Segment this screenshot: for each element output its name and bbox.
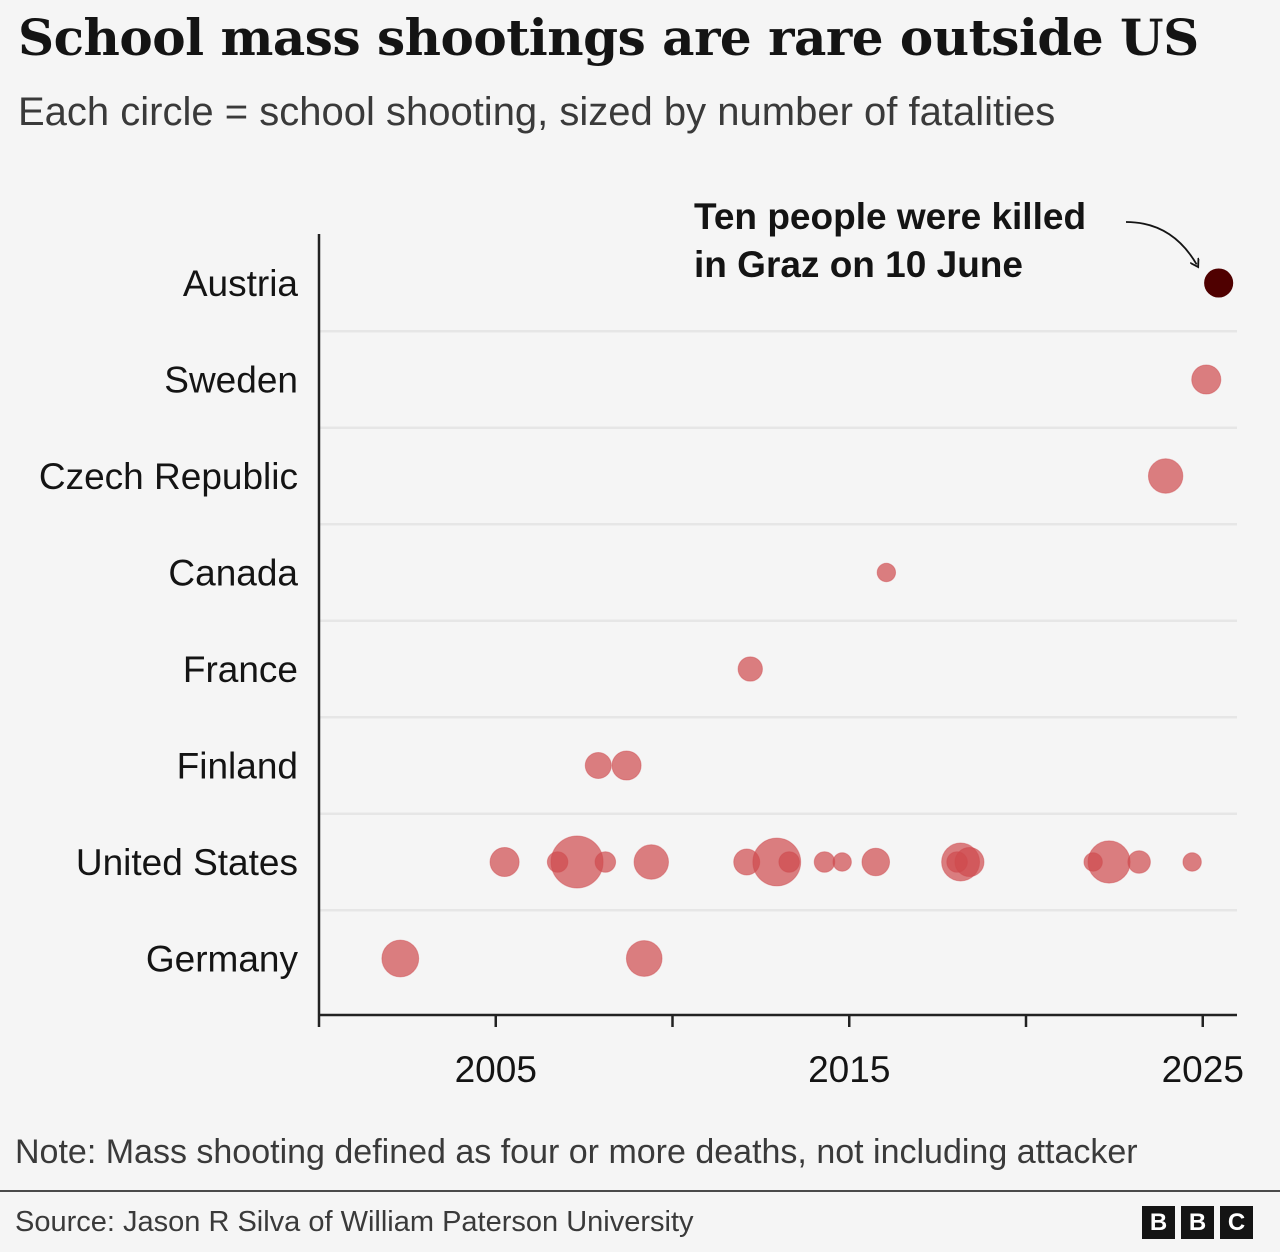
footer-divider	[0, 1190, 1280, 1192]
chart-note: Note: Mass shooting defined as four or m…	[15, 1133, 1138, 1171]
bubble-finland	[611, 750, 642, 781]
annotation-arrow	[1125, 221, 1197, 264]
bubble-united-states	[946, 851, 968, 873]
row-label-finland: Finland	[177, 746, 298, 787]
row-label-austria: Austria	[183, 263, 299, 304]
row-label-czech-republic: Czech Republic	[39, 456, 298, 497]
row-label-united-states: United States	[76, 842, 298, 883]
bubble-czech-republic	[1147, 458, 1184, 494]
row-label-canada: Canada	[168, 553, 298, 594]
bubble-united-states	[861, 847, 891, 877]
bubble-germany	[381, 939, 420, 978]
chart-subtitle: Each circle = school shooting, sized by …	[18, 90, 1056, 134]
bubble-united-states	[489, 846, 520, 878]
bubble-united-states	[594, 851, 617, 873]
logo-letter-b2: B	[1181, 1206, 1214, 1239]
logo-letter-b1: B	[1142, 1206, 1175, 1239]
x-tick-label-2025: 2025	[1162, 1049, 1244, 1090]
bubble-united-states	[1087, 840, 1131, 884]
bbc-logo: B B C	[1142, 1206, 1253, 1239]
annotation-text-line: Ten people were killed	[694, 196, 1086, 237]
x-tick-label-2015: 2015	[808, 1049, 890, 1090]
row-label-france: France	[183, 649, 298, 690]
bubble-sweden	[1191, 364, 1222, 395]
row-label-germany: Germany	[146, 939, 299, 980]
bubble-united-states	[633, 844, 670, 880]
bubble-united-states	[752, 837, 802, 887]
logo-letter-c: C	[1220, 1206, 1253, 1239]
bubble-chart: Austria Sweden Czech Republic Canada France F…	[39, 196, 1244, 1090]
bubble-austria-highlight	[1204, 268, 1234, 298]
row-label-sweden: Sweden	[164, 360, 298, 401]
bubble-germany	[625, 940, 663, 977]
chart-title: School mass shootings are rare outside U…	[18, 8, 1199, 67]
annotation-text-line: in Graz on 10 June	[694, 244, 1023, 285]
bubble-united-states	[813, 851, 836, 873]
bubble-united-states	[1127, 850, 1151, 874]
bubble-united-states	[832, 852, 852, 872]
bubble-finland	[584, 751, 612, 780]
x-tick-label-2005: 2005	[455, 1049, 537, 1090]
bubble-united-states	[778, 851, 800, 873]
source-credit: Source: Jason R Silva of William Paterso…	[15, 1206, 694, 1238]
bubble-france	[737, 656, 763, 682]
bubble-canada	[876, 562, 897, 583]
bubble-united-states	[1182, 852, 1202, 872]
